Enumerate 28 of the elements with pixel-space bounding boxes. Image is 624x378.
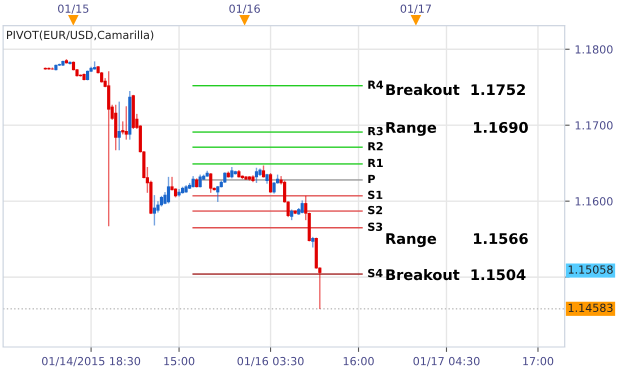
series-label: R4 — [368, 80, 384, 89]
x-tick-label: 15:00 — [164, 356, 194, 366]
chart-title: PIVOT(EUR/USD,Camarilla) — [7, 30, 154, 40]
x-tick-label: 01/16 03:30 — [237, 356, 304, 366]
series-label: S4 — [368, 268, 383, 278]
series-label: R2 — [368, 142, 383, 150]
series-label: S1 — [368, 190, 382, 200]
text: 1.15058 — [568, 265, 613, 274]
x-tick-label: 16:00 — [344, 356, 374, 366]
series-label: S3 — [368, 222, 382, 231]
x-tick-label: 01/14/2015 18:30 — [42, 356, 140, 366]
annotation: Range 1.1566 — [386, 233, 528, 248]
y-tick-label: 1.1800 — [576, 45, 613, 54]
text: 01/16 — [229, 4, 260, 14]
series-label: S2 — [368, 206, 382, 214]
x-tick-label: 01/17 04:30 — [413, 356, 480, 366]
x-tick-label: 17:00 — [523, 356, 554, 366]
annotation: Breakout 1.1752 — [386, 84, 525, 96]
ref-line-label: 1.14583 — [568, 304, 613, 312]
series-label: P — [368, 174, 376, 183]
text: 01/15 — [58, 4, 88, 14]
y-tick-label: 1.1600 — [576, 197, 613, 206]
series-label: R1 — [368, 158, 383, 168]
annotation: Range 1.1690 — [386, 122, 528, 136]
series-label: R3 — [368, 126, 383, 136]
y-tick-label: 1.1700 — [576, 121, 613, 130]
annotation: Breakout 1.1504 — [386, 268, 526, 280]
text: 01/17 — [400, 4, 431, 14]
